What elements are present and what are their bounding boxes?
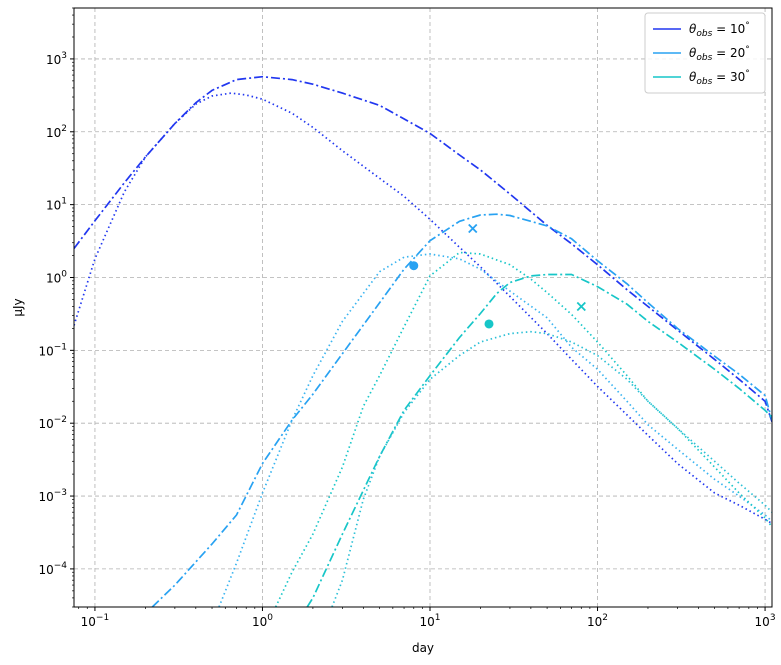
y-axis-label: μJy	[11, 298, 25, 316]
legend-degree: °	[745, 45, 750, 55]
x-tick-label: 103	[755, 613, 776, 629]
tick-exponent: 3	[61, 51, 67, 61]
data-point-cross	[468, 223, 478, 234]
x-tick-label: 102	[587, 613, 608, 629]
legend-label-20: θobs = 20°	[689, 45, 750, 63]
tick-exponent: 0	[61, 269, 67, 279]
tick-exponent: 1	[435, 613, 441, 623]
series-line-0-dashdot	[74, 75, 772, 422]
tick-exponent: −1	[96, 613, 109, 623]
legend-box	[644, 12, 766, 94]
tick-base: 10	[419, 615, 434, 629]
legend-symbol: θ	[689, 22, 697, 36]
y-tick-label: 10−2	[38, 415, 67, 431]
series-group	[74, 75, 772, 607]
legend-value: = 30	[712, 70, 745, 84]
tick-exponent: 1	[61, 197, 67, 207]
series-line-6-dotted	[331, 330, 772, 607]
tick-base: 10	[38, 344, 53, 358]
tick-base: 10	[38, 417, 53, 431]
legend-entry-30: θobs = 30°	[653, 69, 750, 87]
legend-degree: °	[745, 21, 750, 31]
data-point-circle	[484, 319, 494, 329]
tick-exponent: 2	[602, 613, 608, 623]
tick-base: 10	[46, 271, 61, 285]
legend-label-10: θobs = 10°	[689, 21, 750, 39]
tick-base: 10	[587, 615, 602, 629]
y-tick-label: 102	[46, 124, 67, 140]
tick-base: 10	[81, 615, 96, 629]
tick-exponent: −4	[54, 561, 68, 571]
tick-exponent: −2	[54, 415, 67, 425]
legend-entry-20: θobs = 20°	[653, 45, 750, 63]
series-line-4-dotted	[274, 251, 772, 607]
y-tick-label: 100	[46, 269, 67, 285]
y-tick-label: 10−4	[38, 561, 67, 577]
y-tick-label: 101	[46, 197, 67, 213]
tick-exponent: −3	[54, 488, 67, 498]
markers-group	[409, 223, 586, 329]
tick-base: 10	[38, 563, 53, 577]
tick-exponent: 2	[61, 124, 67, 134]
plot-frame	[73, 7, 773, 608]
series-line-3-dotted	[218, 253, 772, 607]
tick-base: 10	[252, 615, 267, 629]
legend-symbol: θ	[689, 70, 697, 84]
tick-base: 10	[46, 199, 61, 213]
series-line-1-dotted	[74, 92, 772, 525]
tick-base: 10	[38, 490, 53, 504]
legend-subscript: obs	[696, 29, 712, 39]
legend-degree: °	[745, 69, 750, 79]
legend-subscript: obs	[696, 77, 712, 87]
tick-exponent: 0	[267, 613, 273, 623]
legend-entry-10: θobs = 10°	[653, 21, 750, 39]
y-tick-label: 10−3	[38, 488, 67, 504]
legend-subscript: obs	[696, 53, 712, 63]
legend: θobs = 10° θobs = 20° θobs = 30°	[644, 12, 766, 94]
series-line-5-dashdot	[306, 273, 772, 607]
y-tick-label: 103	[46, 51, 67, 67]
tick-base: 10	[755, 615, 770, 629]
tick-exponent: −1	[54, 342, 67, 352]
grid	[74, 8, 772, 607]
data-point-cross	[576, 301, 586, 312]
data-point-circle	[409, 261, 419, 271]
x-tick-label: 100	[252, 613, 273, 629]
tick-base: 10	[46, 126, 61, 140]
y-tick-label: 10−1	[38, 342, 67, 358]
series-line-2-dashdot	[151, 213, 772, 607]
tick-exponent: 3	[770, 613, 776, 623]
ticks: 10−1 100 101 102 10310−410−310−210−110010110…	[38, 7, 776, 629]
x-axis-label: day	[412, 641, 434, 655]
legend-value: = 20	[712, 46, 745, 60]
legend-label-30: θobs = 30°	[689, 69, 750, 87]
legend-value: = 10	[712, 22, 745, 36]
x-tick-label: 101	[419, 613, 440, 629]
tick-base: 10	[46, 53, 61, 67]
x-tick-label: 10−1	[81, 613, 110, 629]
legend-symbol: θ	[689, 46, 697, 60]
